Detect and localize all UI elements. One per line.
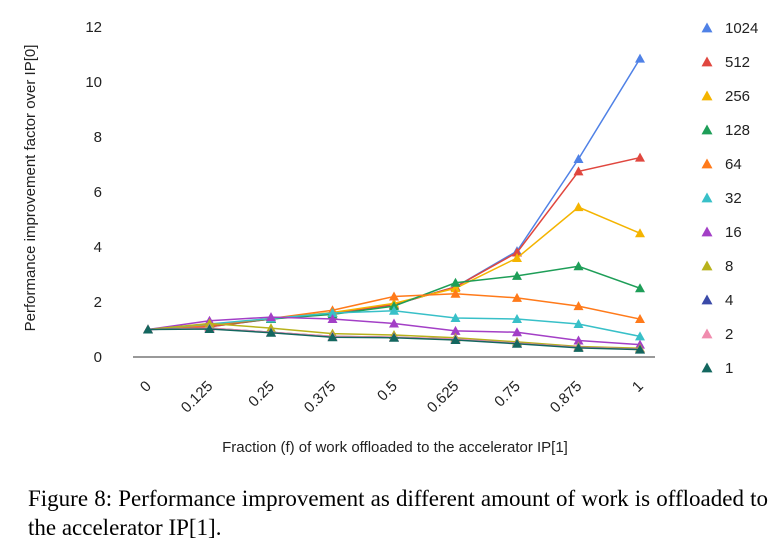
data-point-64: [573, 301, 584, 311]
legend-label-256: 256: [725, 88, 750, 105]
legend-label-64: 64: [725, 156, 742, 173]
legend-marker-2: [701, 328, 713, 339]
legend-label-1024: 1024: [725, 20, 758, 37]
legend-label-4: 4: [725, 292, 733, 309]
series-layer: [143, 53, 645, 354]
legend-label-32: 32: [725, 190, 742, 207]
data-point-16: [512, 327, 522, 337]
data-point-256: [573, 202, 584, 212]
legend-label-16: 16: [725, 224, 742, 241]
data-point-32: [512, 314, 522, 324]
data-point-128: [573, 261, 584, 271]
x-axis-title: Fraction (f) of work offloaded to the ac…: [222, 439, 568, 456]
x-tick-label: 0.625: [424, 378, 463, 417]
data-point-1: [389, 332, 399, 342]
legend-marker-16: [701, 226, 713, 237]
y-tick-label: 0: [94, 349, 102, 366]
data-point-1: [266, 327, 276, 337]
x-tick-label: 0.5: [374, 378, 401, 405]
legend-marker-64: [701, 158, 713, 169]
legend-label-8: 8: [725, 258, 733, 275]
data-point-1024: [573, 154, 584, 163]
legend-marker-1: [701, 362, 713, 373]
x-tick-label: 0.75: [491, 378, 524, 411]
x-tick-label: 0: [137, 378, 155, 396]
data-point-1: [327, 332, 338, 342]
data-point-32: [635, 331, 645, 341]
data-point-32: [327, 308, 338, 317]
legend-marker-256: [701, 90, 713, 101]
data-point-16: [573, 335, 584, 345]
data-point-1: [204, 323, 215, 333]
data-point-64: [450, 288, 461, 298]
legend-marker-512: [701, 56, 713, 67]
data-point-256: [450, 283, 461, 293]
legend: 1024 512 256 128 64 32 16 8 4 2 1: [701, 20, 758, 377]
x-tick-label: 1: [629, 378, 647, 396]
legend-marker-4: [701, 294, 713, 305]
legend-label-128: 128: [725, 122, 750, 139]
data-point-1: [512, 338, 522, 348]
data-point-1: [635, 344, 645, 354]
data-point-32: [573, 319, 584, 328]
x-tick-label: 0.25: [245, 378, 278, 411]
legend-marker-32: [701, 192, 713, 203]
data-point-512: [573, 166, 584, 176]
data-point-128: [389, 301, 399, 311]
x-tick-label: 0.375: [301, 378, 340, 417]
y-tick-label: 12: [85, 19, 102, 36]
data-point-1024: [635, 53, 645, 63]
y-tick-label: 10: [85, 74, 102, 91]
data-point-64: [635, 314, 645, 324]
data-point-128: [635, 283, 645, 293]
series-line-1024: [147, 58, 641, 331]
x-tick-label: 0.125: [178, 378, 217, 417]
data-point-32: [389, 305, 399, 315]
data-point-64: [512, 292, 522, 302]
data-point-1: [450, 334, 461, 344]
figure-caption: Figure 8: Performance improvement as dif…: [28, 486, 768, 540]
legend-marker-128: [701, 124, 713, 135]
legend-label-1: 1: [725, 360, 733, 377]
data-point-512: [635, 152, 645, 162]
data-point-16: [389, 318, 399, 328]
data-point-16: [450, 325, 461, 335]
chart-container: 0 2 4 6 8 10 12 0 0.125 0.25 0.375 0.5 0.625 0.75 0.87…: [22, 19, 758, 456]
data-point-1: [573, 342, 584, 352]
y-tick-label: 8: [94, 129, 102, 146]
y-axis-title: Performance improvement factor over IP[0…: [22, 45, 39, 332]
data-point-64: [389, 291, 399, 301]
data-point-16: [266, 312, 276, 322]
y-tick-label: 6: [94, 184, 102, 201]
axes: 0 2 4 6 8 10 12 0 0.125 0.25 0.375 0.5 0.625 0.75 0.87…: [85, 19, 655, 416]
legend-label-512: 512: [725, 54, 750, 71]
data-point-16: [327, 314, 338, 324]
x-tick-label: 0.875: [547, 378, 586, 417]
legend-marker-1024: [701, 22, 713, 33]
data-point-128: [512, 270, 522, 280]
legend-label-2: 2: [725, 326, 733, 343]
data-point-32: [450, 312, 461, 322]
y-tick-label: 4: [94, 239, 102, 256]
data-point-256: [635, 228, 645, 238]
y-tick-label: 2: [94, 294, 102, 311]
data-point-8: [204, 318, 215, 328]
data-point-1: [143, 324, 153, 334]
data-point-256: [512, 253, 522, 262]
data-point-512: [512, 247, 522, 257]
legend-marker-8: [701, 260, 713, 271]
data-point-128: [450, 277, 461, 287]
